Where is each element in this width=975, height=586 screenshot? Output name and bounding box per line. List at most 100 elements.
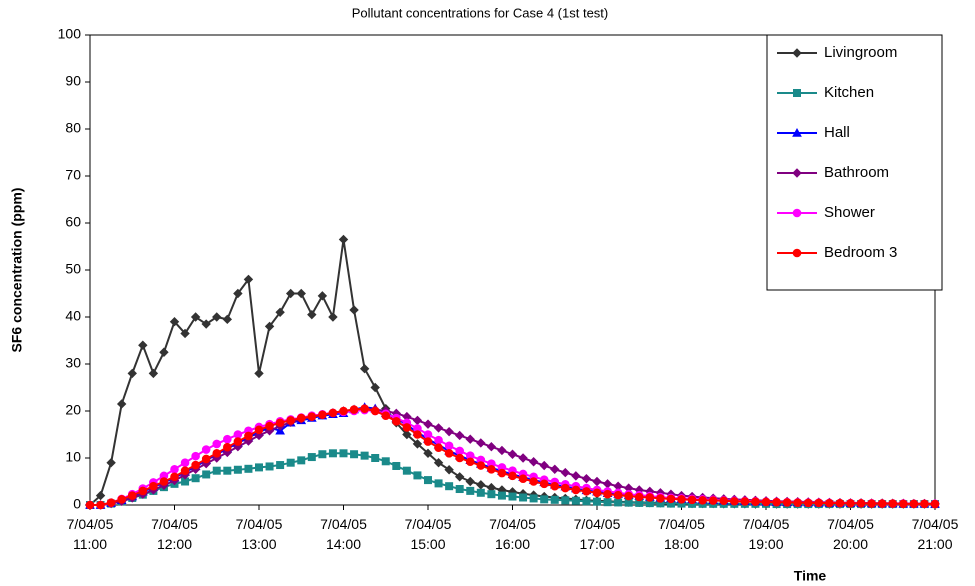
data-point xyxy=(244,431,253,441)
legend-marker xyxy=(792,127,802,137)
data-point xyxy=(201,445,211,454)
data-point xyxy=(444,449,454,458)
data-point xyxy=(814,498,824,508)
data-point xyxy=(370,382,380,393)
data-point xyxy=(856,499,866,508)
x-axis-label: Time xyxy=(794,568,827,584)
data-point xyxy=(835,498,845,508)
legend-marker xyxy=(792,248,802,258)
data-point xyxy=(106,457,116,468)
data-point xyxy=(560,467,571,478)
data-point xyxy=(708,496,718,505)
data-point xyxy=(539,460,549,471)
data-point xyxy=(223,434,232,444)
data-point xyxy=(444,426,454,437)
legend-box xyxy=(766,34,943,291)
x-tick-label: 7/04/05 17:00 xyxy=(574,516,621,552)
data-point xyxy=(433,457,444,468)
y-tick-label: 10 xyxy=(65,449,81,465)
data-point xyxy=(593,497,601,506)
data-point xyxy=(751,497,760,507)
data-point xyxy=(201,319,211,329)
data-point xyxy=(465,476,475,487)
data-point xyxy=(307,412,317,421)
data-point xyxy=(455,485,464,494)
data-point xyxy=(412,439,423,449)
data-point xyxy=(614,498,623,507)
data-point xyxy=(846,499,855,508)
data-point xyxy=(138,486,148,496)
data-point xyxy=(275,418,285,428)
legend-label: Shower xyxy=(824,204,875,221)
data-point xyxy=(730,496,739,506)
data-point xyxy=(127,491,137,500)
data-point xyxy=(265,462,274,471)
data-point xyxy=(740,497,750,506)
data-point xyxy=(413,471,422,480)
y-tick-label: 50 xyxy=(65,261,81,277)
series xyxy=(85,404,940,510)
data-point xyxy=(275,307,285,318)
data-point xyxy=(518,474,528,483)
data-point xyxy=(233,288,243,299)
y-tick-label: 60 xyxy=(65,214,81,230)
y-tick-label: 100 xyxy=(58,26,82,42)
data-point xyxy=(338,234,349,245)
data-point xyxy=(888,499,898,508)
data-point xyxy=(528,457,539,467)
data-point xyxy=(719,496,729,506)
data-point xyxy=(255,463,263,472)
data-point xyxy=(687,495,697,505)
data-point xyxy=(159,477,169,486)
data-point xyxy=(159,347,169,357)
data-point xyxy=(276,461,285,470)
x-tick-label: 7/04/05 19:00 xyxy=(743,516,790,552)
data-point xyxy=(581,473,592,484)
data-point xyxy=(350,450,359,459)
legend-marker xyxy=(792,48,802,58)
data-point xyxy=(540,495,549,504)
data-point xyxy=(265,421,274,431)
data-point xyxy=(497,468,507,478)
legend-marker xyxy=(792,168,802,178)
data-point xyxy=(318,410,327,420)
legend-label: Bathroom xyxy=(824,164,889,181)
data-point xyxy=(212,439,222,449)
data-point xyxy=(360,404,369,413)
data-point xyxy=(454,430,465,441)
y-tick-label: 70 xyxy=(65,167,81,183)
data-point xyxy=(930,499,940,509)
data-point xyxy=(233,430,243,439)
data-point xyxy=(561,496,570,505)
data-point xyxy=(371,454,380,462)
data-point xyxy=(677,495,686,504)
data-point xyxy=(445,482,454,491)
data-point xyxy=(402,429,412,440)
data-point xyxy=(550,495,559,504)
data-point xyxy=(603,489,612,499)
data-point xyxy=(592,488,602,498)
legend: Livingroom Kitchen Hall Bathroom Shower Bedro… xyxy=(766,34,943,291)
data-point xyxy=(803,498,813,508)
data-point xyxy=(296,288,306,299)
data-point xyxy=(359,363,370,374)
data-point xyxy=(444,465,454,475)
x-tick-label: 7/04/05 21:00 xyxy=(912,516,959,552)
y-tick-label: 40 xyxy=(65,308,81,324)
data-point xyxy=(423,419,433,429)
data-point xyxy=(402,466,411,475)
legend-label: Kitchen xyxy=(824,84,874,101)
data-point xyxy=(793,498,802,507)
data-point xyxy=(466,486,475,495)
data-point xyxy=(571,471,581,481)
data-point xyxy=(233,437,243,446)
data-point xyxy=(317,291,328,301)
y-axis-label: SF6 concentration (ppm) xyxy=(9,188,25,353)
data-point xyxy=(465,434,475,444)
data-point xyxy=(476,461,486,470)
data-point xyxy=(402,423,412,432)
data-point xyxy=(223,442,232,452)
y-tick-label: 20 xyxy=(65,402,81,418)
data-point xyxy=(476,438,486,448)
data-point xyxy=(318,450,327,459)
